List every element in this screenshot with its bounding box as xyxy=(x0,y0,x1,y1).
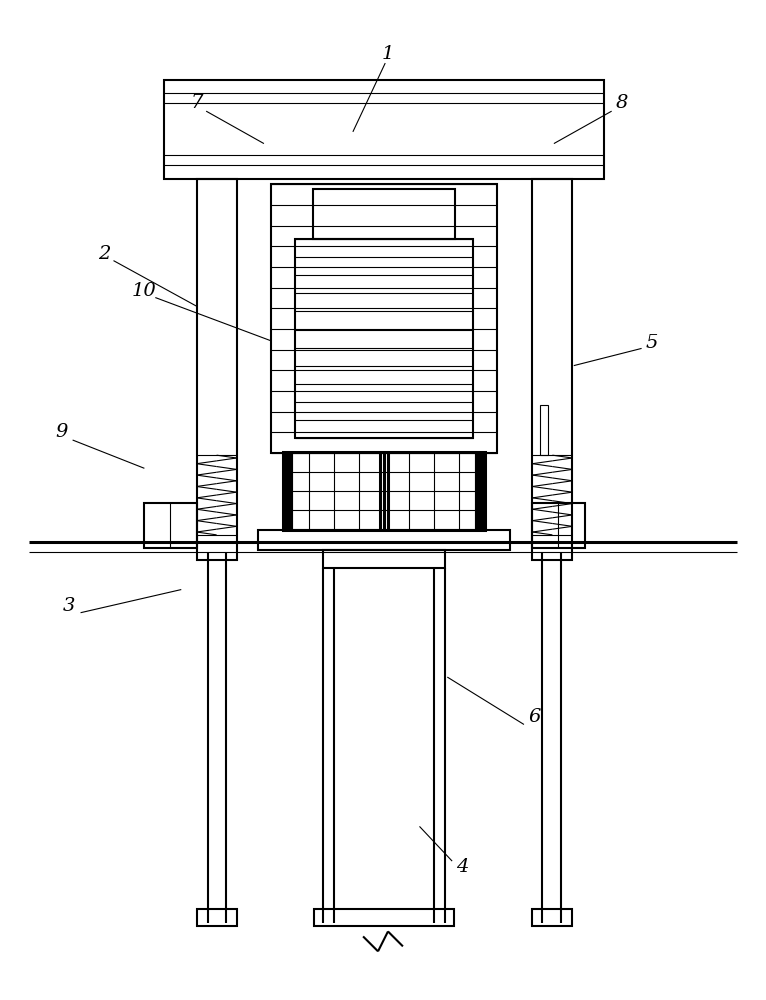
Bar xyxy=(314,909,453,926)
Bar xyxy=(283,452,293,530)
Bar xyxy=(258,530,509,550)
Text: 9: 9 xyxy=(55,423,67,441)
Text: 4: 4 xyxy=(457,858,469,876)
Bar xyxy=(475,452,485,530)
Bar xyxy=(313,189,455,239)
Bar xyxy=(283,452,485,530)
Bar xyxy=(532,179,572,560)
Text: 6: 6 xyxy=(529,708,541,726)
Text: 10: 10 xyxy=(132,282,156,300)
Bar xyxy=(323,550,445,568)
Bar xyxy=(296,239,473,438)
Text: 1: 1 xyxy=(381,45,394,63)
Text: 2: 2 xyxy=(98,245,110,263)
Text: 5: 5 xyxy=(646,334,658,352)
Bar xyxy=(532,909,572,926)
Bar xyxy=(541,405,548,455)
Bar xyxy=(532,503,585,548)
Bar xyxy=(144,503,197,548)
Text: 7: 7 xyxy=(191,94,203,112)
Bar xyxy=(197,909,237,926)
Bar xyxy=(271,184,496,453)
Text: 8: 8 xyxy=(616,94,628,112)
Bar xyxy=(197,179,237,560)
Text: 3: 3 xyxy=(63,597,75,615)
Bar xyxy=(164,80,604,179)
